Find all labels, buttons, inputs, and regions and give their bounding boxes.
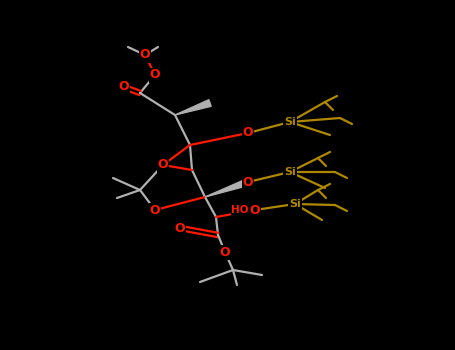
Text: Si: Si	[284, 117, 296, 127]
Text: O: O	[119, 80, 129, 93]
Text: O: O	[158, 159, 168, 172]
Text: O: O	[150, 69, 160, 82]
Text: O: O	[140, 49, 150, 62]
Text: O: O	[150, 203, 160, 217]
Polygon shape	[175, 100, 211, 115]
Text: HO: HO	[232, 205, 249, 215]
Text: Si: Si	[289, 199, 301, 209]
Text: O: O	[243, 126, 253, 140]
Polygon shape	[205, 179, 249, 197]
Text: O: O	[175, 222, 185, 235]
Text: O: O	[250, 203, 260, 217]
Text: Si: Si	[284, 167, 296, 177]
Text: O: O	[243, 175, 253, 189]
Text: O: O	[220, 245, 230, 259]
